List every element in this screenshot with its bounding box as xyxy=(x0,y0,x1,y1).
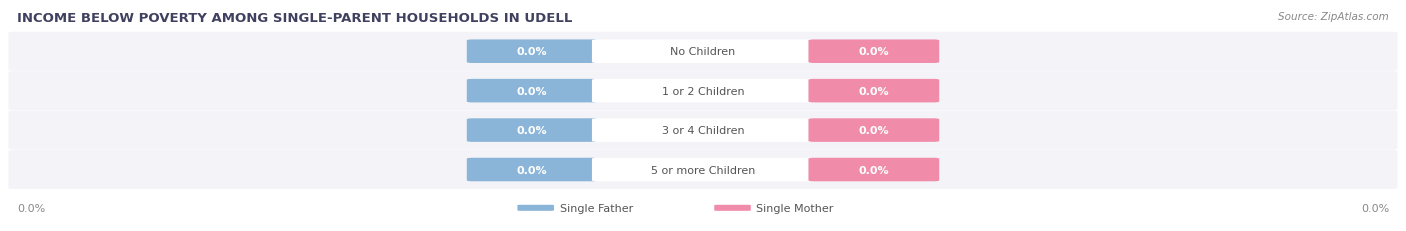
FancyBboxPatch shape xyxy=(8,33,1398,71)
Text: 0.0%: 0.0% xyxy=(517,125,547,136)
Text: Source: ZipAtlas.com: Source: ZipAtlas.com xyxy=(1278,12,1389,21)
Text: 0.0%: 0.0% xyxy=(17,203,45,213)
Text: No Children: No Children xyxy=(671,47,735,57)
Text: 5 or more Children: 5 or more Children xyxy=(651,165,755,175)
Text: 0.0%: 0.0% xyxy=(859,165,889,175)
Text: 0.0%: 0.0% xyxy=(517,86,547,96)
FancyBboxPatch shape xyxy=(592,40,814,64)
FancyBboxPatch shape xyxy=(808,79,939,103)
FancyBboxPatch shape xyxy=(467,40,598,64)
FancyBboxPatch shape xyxy=(592,158,814,182)
Text: 0.0%: 0.0% xyxy=(859,86,889,96)
Text: Single Mother: Single Mother xyxy=(756,203,834,213)
FancyBboxPatch shape xyxy=(808,40,939,64)
Text: 0.0%: 0.0% xyxy=(859,47,889,57)
Text: 1 or 2 Children: 1 or 2 Children xyxy=(662,86,744,96)
Text: 0.0%: 0.0% xyxy=(517,165,547,175)
FancyBboxPatch shape xyxy=(808,158,939,182)
Text: 0.0%: 0.0% xyxy=(859,125,889,136)
FancyBboxPatch shape xyxy=(714,205,751,211)
FancyBboxPatch shape xyxy=(592,79,814,103)
Text: INCOME BELOW POVERTY AMONG SINGLE-PARENT HOUSEHOLDS IN UDELL: INCOME BELOW POVERTY AMONG SINGLE-PARENT… xyxy=(17,12,572,24)
Text: Single Father: Single Father xyxy=(560,203,633,213)
FancyBboxPatch shape xyxy=(517,205,554,211)
Text: 0.0%: 0.0% xyxy=(1361,203,1389,213)
FancyBboxPatch shape xyxy=(808,119,939,142)
Text: 3 or 4 Children: 3 or 4 Children xyxy=(662,125,744,136)
FancyBboxPatch shape xyxy=(8,72,1398,111)
FancyBboxPatch shape xyxy=(8,111,1398,150)
Text: 0.0%: 0.0% xyxy=(517,47,547,57)
FancyBboxPatch shape xyxy=(467,158,598,182)
FancyBboxPatch shape xyxy=(8,150,1398,189)
FancyBboxPatch shape xyxy=(467,119,598,142)
FancyBboxPatch shape xyxy=(592,119,814,142)
FancyBboxPatch shape xyxy=(467,79,598,103)
